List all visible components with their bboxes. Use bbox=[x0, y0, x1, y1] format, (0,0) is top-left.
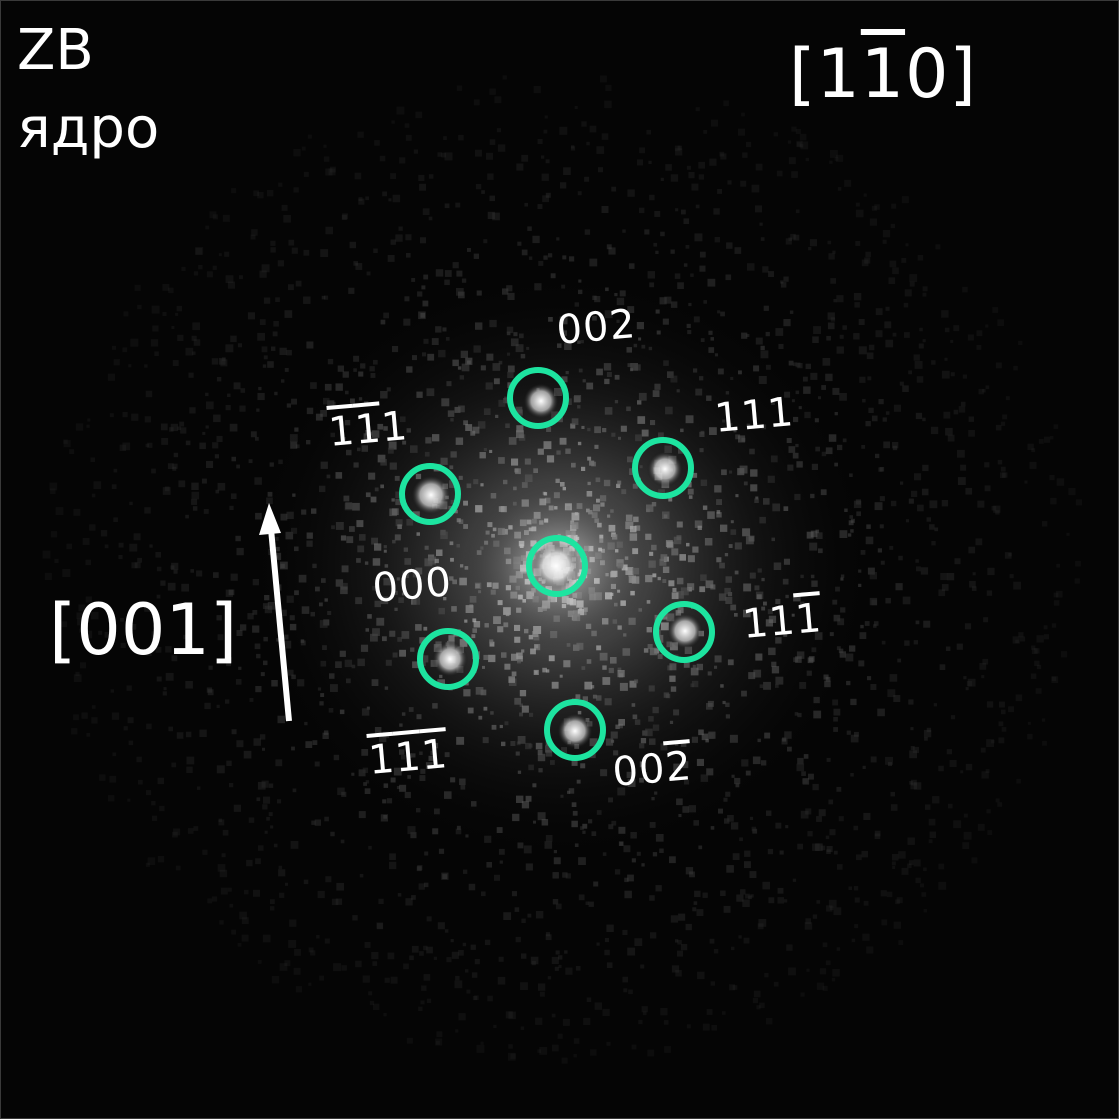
spot-glow-111 bbox=[647, 451, 683, 487]
spot-glow-m1m11 bbox=[411, 475, 451, 515]
zone-axis-open: [ bbox=[789, 35, 817, 114]
zone-axis-l: 0 bbox=[905, 35, 950, 114]
spot-glow-002 bbox=[523, 383, 559, 419]
zone-axis-label: [110] bbox=[789, 41, 977, 109]
spot-label-m1m1m1-b: 1 bbox=[393, 733, 424, 782]
spot-label-00m2-b: 2 bbox=[663, 743, 694, 792]
spot-label-m1m1m1-c: 1 bbox=[419, 731, 450, 780]
central-beam bbox=[532, 542, 580, 590]
marker-11m1 bbox=[653, 601, 715, 663]
spot-label-11m1: 111 bbox=[740, 595, 824, 648]
marker-000 bbox=[417, 628, 479, 690]
spot-label-m1m11: 111 bbox=[327, 403, 410, 456]
spot-label-11m1-a: 11 bbox=[740, 597, 798, 648]
marker-111 bbox=[632, 437, 694, 499]
spot-glow-11m1 bbox=[667, 613, 703, 649]
direction-arrow bbox=[259, 503, 292, 722]
marker-central bbox=[526, 535, 588, 597]
marker-00m2 bbox=[544, 699, 606, 761]
marker-m1m11 bbox=[399, 463, 461, 525]
spot-label-11m1-b: 1 bbox=[793, 595, 824, 644]
spot-label-m1m11-b: 1 bbox=[353, 405, 384, 454]
spot-glow-00m2 bbox=[557, 713, 593, 749]
spot-label-111: 111 bbox=[712, 389, 796, 442]
phase-label: ZB bbox=[17, 18, 94, 83]
spot-label-002: 002 bbox=[554, 301, 638, 354]
spot-label-00m2: 002 bbox=[610, 743, 694, 796]
spot-glow-000 bbox=[432, 641, 468, 677]
region-label: ядро bbox=[17, 96, 160, 161]
spot-label-m1m11-c: 1 bbox=[379, 403, 410, 452]
spot-label-000: 000 bbox=[370, 559, 454, 612]
zone-axis-k: 1 bbox=[860, 35, 906, 114]
marker-002 bbox=[507, 367, 569, 429]
direction-label: [001] bbox=[49, 589, 238, 671]
zone-axis-h: 1 bbox=[816, 35, 861, 114]
spot-label-00m2-a: 00 bbox=[610, 745, 668, 796]
spot-label-m1m1m1: 111 bbox=[367, 731, 450, 784]
zone-axis-close: ] bbox=[949, 35, 977, 114]
